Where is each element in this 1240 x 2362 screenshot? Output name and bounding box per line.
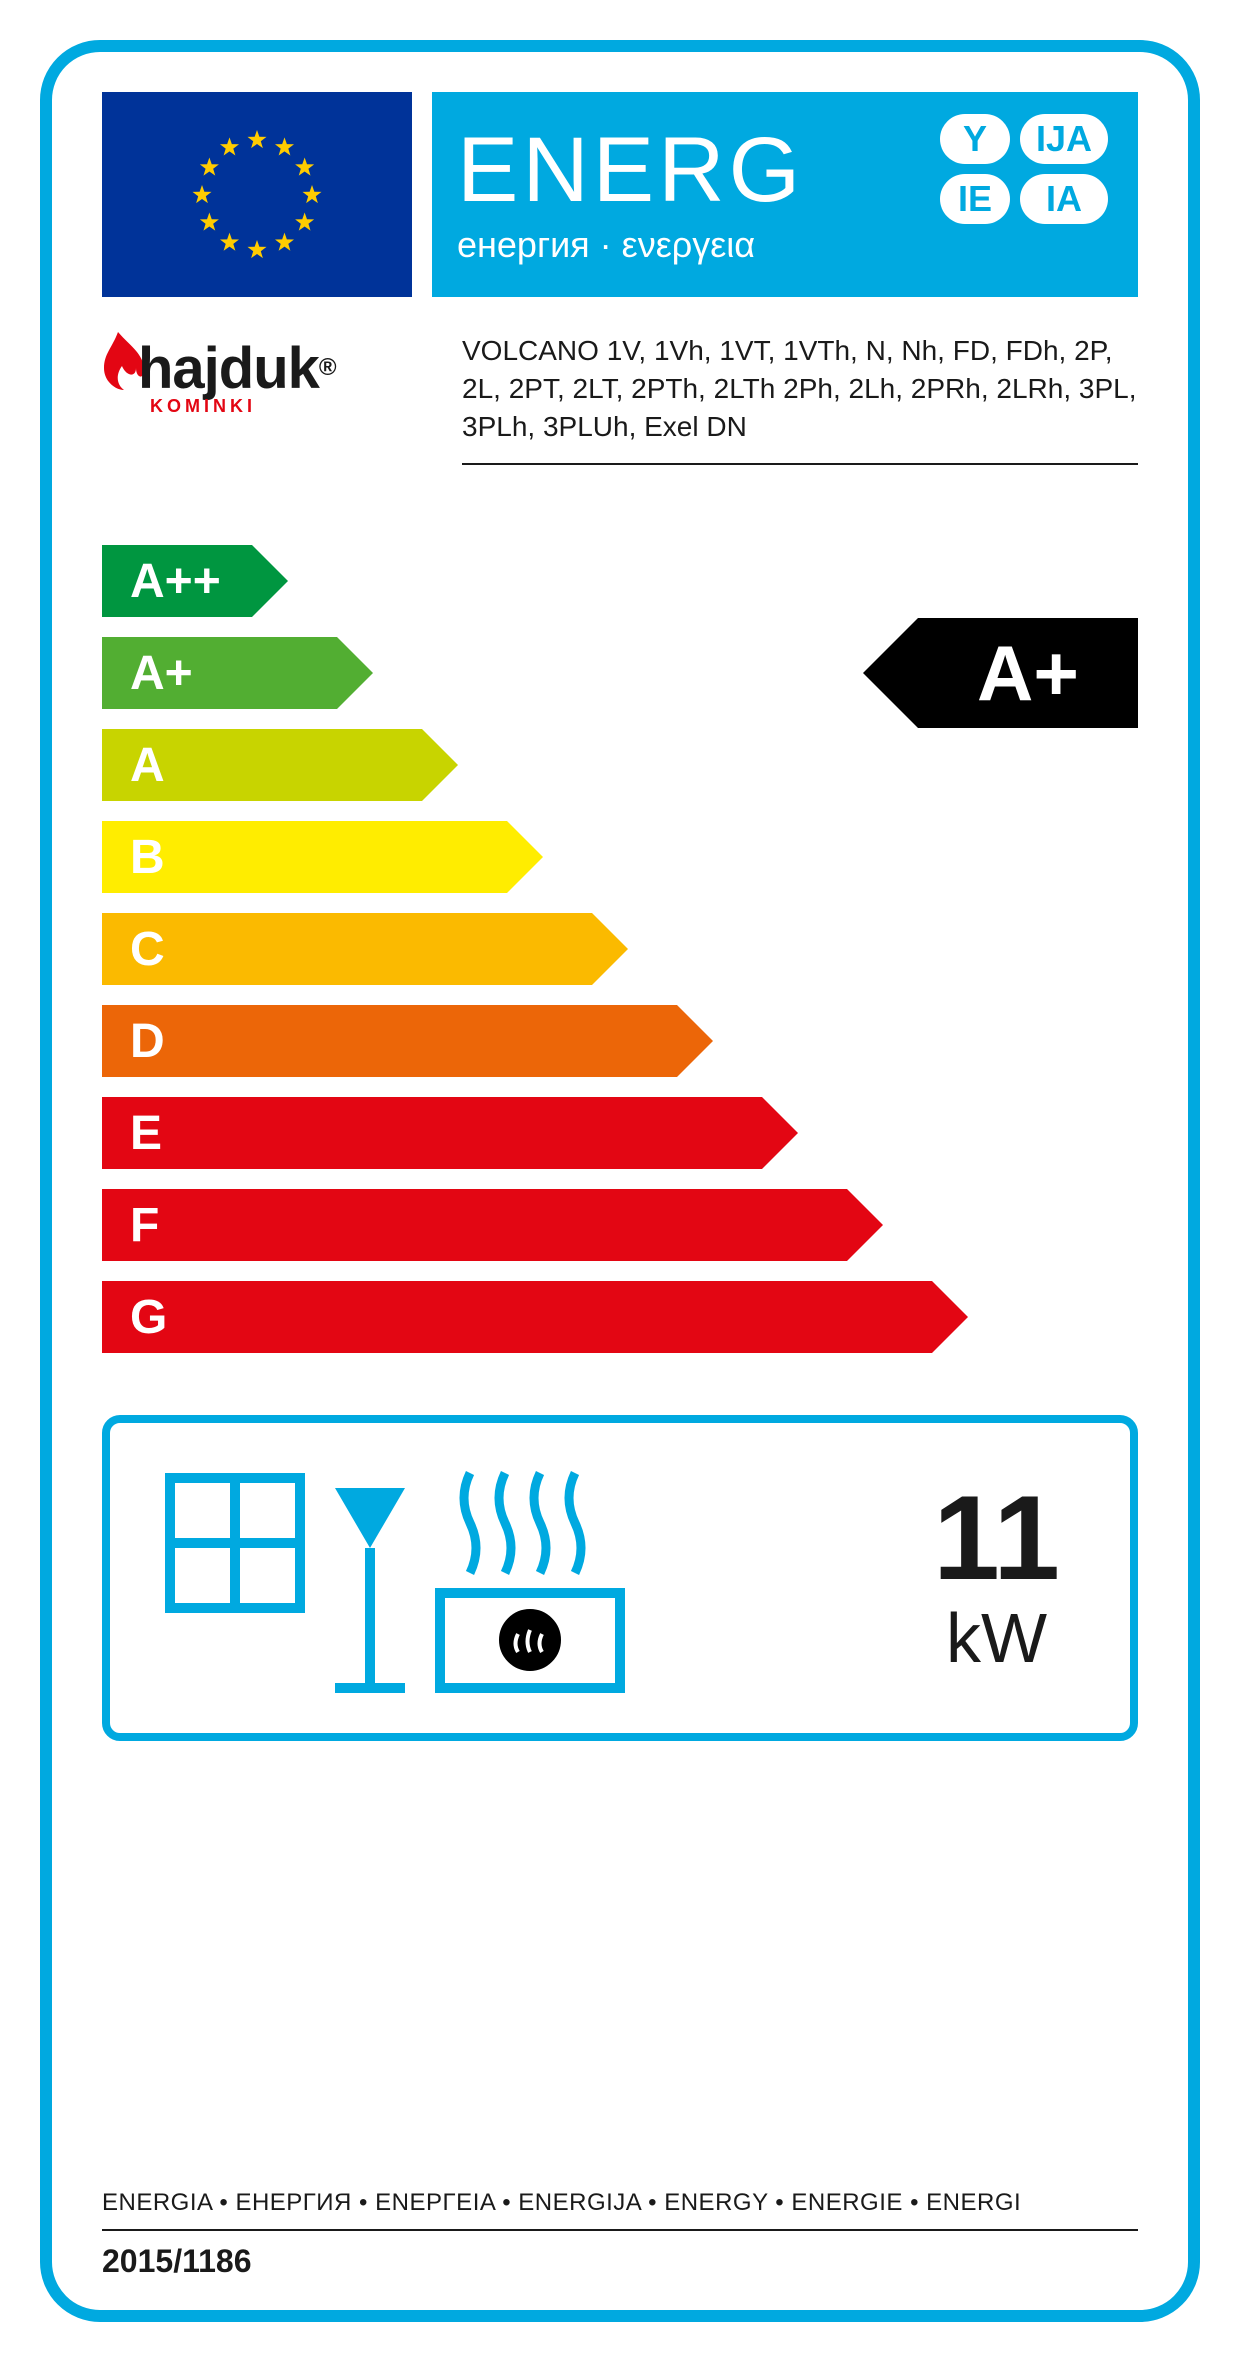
scale-bar-B: B [102, 821, 507, 893]
scale-bar-label: E [130, 1106, 162, 1161]
eu-flag-icon [102, 92, 412, 297]
pill: IA [1020, 174, 1108, 224]
brand-logo: hajduk ® KOMINKI [102, 332, 412, 417]
energy-label: ENERG енергия · ενεργεια Y IJA IE IA haj… [40, 40, 1200, 2322]
energy-translations: ENERGIA • ЕНЕРГИЯ • ΕΝΕΡΓΕΙΑ • ENERGIJA … [102, 2189, 1138, 2231]
scale-bar-label: A++ [130, 554, 221, 609]
energ-subtitle: енергия · ενεργεια [457, 224, 1113, 266]
scale-bar-label: D [130, 1014, 165, 1069]
heater-pictograms [160, 1458, 630, 1698]
brand-model-row: hajduk ® KOMINKI VOLCANO 1V, 1Vh, 1VT, 1… [102, 332, 1138, 465]
brand-text: hajduk [138, 335, 319, 402]
rating-label: A+ [977, 628, 1079, 719]
room-heater-icon [160, 1458, 630, 1698]
scale-bar-E: E [102, 1097, 762, 1169]
language-pills: Y IJA IE IA [940, 114, 1108, 224]
scale-bar-A: A [102, 729, 422, 801]
registered-mark: ® [319, 354, 336, 382]
pill: Y [940, 114, 1010, 164]
scale-bar-label: C [130, 922, 165, 977]
scale-bar-Aplus: A+ [102, 637, 337, 709]
scale-bar-G: G [102, 1281, 932, 1353]
scale-bar-label: B [130, 830, 165, 885]
regulation-number: 2015/1186 [102, 2243, 1138, 2280]
scale-bar-C: C [102, 913, 592, 985]
power-number: 11 [933, 1478, 1060, 1598]
efficiency-scale: A+ A++ A+ ABCDEFG [102, 545, 1138, 1385]
energ-banner: ENERG енергия · ενεργεια Y IJA IE IA [432, 92, 1138, 297]
brand-subline: KOMINKI [150, 396, 412, 417]
brand-name: hajduk ® [102, 332, 412, 404]
scale-bar-label: A [130, 738, 165, 793]
scale-bar-Aplusplus: A++ [102, 545, 252, 617]
scale-bar-D: D [102, 1005, 677, 1077]
power-unit: kW [933, 1598, 1060, 1678]
pill: IJA [1020, 114, 1108, 164]
footer: ENERGIA • ЕНЕРГИЯ • ΕΝΕΡΓΕΙΑ • ENERGIJA … [102, 2189, 1138, 2280]
pill: IE [940, 174, 1010, 224]
power-value: 11 kW [933, 1478, 1060, 1678]
scale-bar-label: A+ [130, 646, 193, 701]
scale-bar-label: G [130, 1290, 167, 1345]
scale-bar-F: F [102, 1189, 847, 1261]
rating-indicator: A+ [918, 618, 1138, 728]
eu-stars-icon [177, 115, 337, 275]
model-description: VOLCANO 1V, 1Vh, 1VT, 1VTh, N, Nh, FD, F… [462, 332, 1138, 465]
header-row: ENERG енергия · ενεργεια Y IJA IE IA [102, 92, 1138, 297]
scale-bar-label: F [130, 1198, 159, 1253]
power-box: 11 kW [102, 1415, 1138, 1741]
